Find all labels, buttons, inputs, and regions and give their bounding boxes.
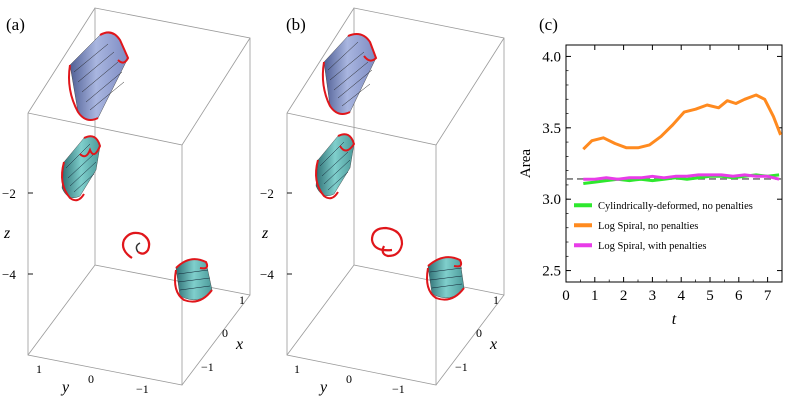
panel-a-surface-middle [61,135,102,202]
panel-b-ztick-1: −4 [260,267,274,282]
x-tick-label: 4 [677,288,685,304]
series-lines [582,93,782,185]
legend-entry: Log Spiral, no penalties [598,221,698,232]
x-tick-label: 2 [620,288,628,304]
panel-a-x-label: x [235,336,243,353]
panel-a-y-label: y [60,379,70,396]
panel-a-ztick-0: −2 [2,186,16,201]
panel-b-xtick-0: 1 [493,293,499,307]
x-tick-label: 1 [591,288,599,304]
panel-a-xtick-2: −1 [201,360,214,374]
panel-a-surface-top [68,31,130,121]
area-chart: 2.5 3.0 3.5 4.0 0 1 2 3 4 5 6 7 Area t Cylindrical… [518,44,783,328]
panel-b-ytick-1: 0 [346,372,352,386]
y-tick-label: 3.5 [542,121,561,137]
panel-b-ytick-0: 1 [294,362,300,376]
panel-b-coil [426,256,465,301]
x-axis-label: t [672,311,677,328]
panel-a-spiral [121,231,151,259]
panel-a-coil [174,258,213,303]
panel-b-bounding-box [286,7,505,386]
panel-a-z-label: z [3,225,11,242]
panel-b-label: (b) [286,15,306,34]
legend-entry: Log Spiral, with penalties [598,241,706,252]
x-tick-label: 7 [764,288,772,304]
panel-a-axes: −2 −4 z 1 0 −1 x 1 0 −1 y [2,186,245,396]
panel-a-label: (a) [6,15,25,34]
series-line-2 [582,93,782,151]
panel-b-xtick-2: −1 [455,360,468,374]
panel-a-ytick-2: −1 [136,382,149,396]
panel-b-surface-middle [315,133,356,200]
panel-c: (c) 2.5 3.0 3.5 4.0 0 1 2 3 4 5 6 7 Area t Cylindr… [518,15,783,328]
panel-b-ztick-0: −2 [260,186,274,201]
plot-frame [565,44,783,283]
panel-b-ytick-2: −1 [392,382,405,396]
panel-b: (b) [260,7,505,396]
panel-a-ztick-1: −4 [2,267,16,282]
x-tick-label: 5 [706,288,714,304]
panel-b-surface-top [321,33,378,115]
panel-b-y-label: y [318,379,328,396]
panel-a-xtick-1: 0 [222,326,228,340]
panel-b-x-label: x [489,336,497,353]
panel-b-xtick-1: 0 [476,326,482,340]
y-axis-label: Area [518,149,534,178]
y-tick-label: 4.0 [542,49,561,65]
panel-b-axes: −2 −4 z 1 0 −1 x 1 0 −1 y [260,186,499,396]
panel-c-label: (c) [539,15,558,34]
y-tick-label: 3.0 [542,192,561,208]
series-line-3 [583,173,780,181]
x-tick-label: 3 [649,288,657,304]
legend: Cylindrically-deformed, no penalties Log … [574,201,753,252]
x-tick-label: 6 [735,288,743,304]
panel-a: (a) [2,7,251,396]
y-tick-label: 2.5 [542,264,561,280]
legend-entry: Cylindrically-deformed, no penalties [598,201,753,212]
y-axis: 2.5 3.0 3.5 4.0 [542,49,782,280]
x-axis: 0 1 2 3 4 5 6 7 [562,45,772,304]
panel-b-z-label: z [261,225,269,242]
panel-a-bounding-box [27,7,251,386]
x-tick-label: 0 [562,288,570,304]
panel-a-ytick-1: 0 [88,372,94,386]
panel-a-xtick-0: 1 [239,293,245,307]
panel-b-spiral [370,226,404,258]
panel-a-ytick-0: 1 [36,362,42,376]
